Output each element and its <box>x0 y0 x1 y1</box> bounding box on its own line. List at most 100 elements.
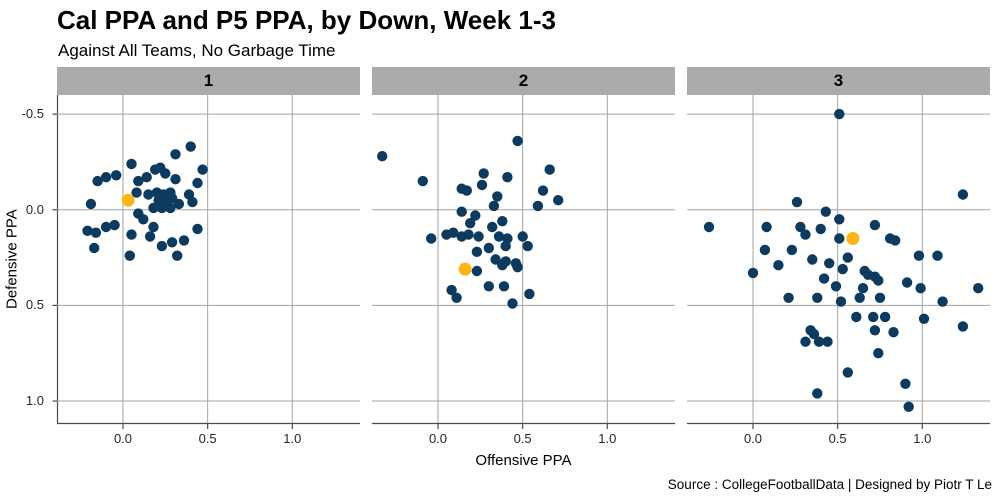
data-point-p5 <box>471 246 483 257</box>
data-point-p5 <box>830 281 842 292</box>
chart-subtitle: Against All Teams, No Garbage Time <box>58 41 336 60</box>
facet-strip-label: 3 <box>833 71 844 90</box>
data-point-p5 <box>138 214 149 225</box>
data-point-p5 <box>901 277 913 288</box>
data-point-p5 <box>141 172 152 183</box>
data-point-p5 <box>461 185 472 196</box>
data-point-p5 <box>834 214 845 225</box>
data-point-p5 <box>879 311 891 323</box>
data-point-p5 <box>903 401 914 412</box>
data-point-p5 <box>512 262 523 273</box>
data-point-p5 <box>197 164 208 175</box>
data-point-p5 <box>842 252 853 263</box>
data-point-p5 <box>156 240 168 252</box>
data-point-p5 <box>524 288 535 300</box>
data-point-p5 <box>165 202 176 214</box>
data-point-p5 <box>553 195 564 206</box>
data-point-p5 <box>808 328 820 340</box>
data-point-p5 <box>417 175 428 187</box>
x-tick-label: 1.0 <box>913 431 932 446</box>
x-tick-label: 0.0 <box>113 431 133 446</box>
y-tick-label: 1.0 <box>25 393 44 409</box>
data-point-p5 <box>82 225 93 236</box>
facet-strip-1: 1 <box>57 67 360 95</box>
data-point-p5 <box>493 231 505 242</box>
data-point-p5 <box>818 273 830 284</box>
data-point-p5 <box>835 296 847 307</box>
x-tick-label: 0.5 <box>198 431 217 446</box>
data-point-p5 <box>703 221 715 233</box>
data-point-p5 <box>92 175 103 187</box>
data-point-p5 <box>173 198 185 210</box>
data-point-p5 <box>747 267 759 279</box>
data-point-p5 <box>488 200 500 212</box>
data-point-p5 <box>913 250 925 261</box>
data-point-p5 <box>807 254 818 265</box>
data-point-p5 <box>497 260 508 271</box>
data-point-p5 <box>426 233 437 244</box>
data-point-p5 <box>815 223 826 235</box>
data-point-p5 <box>761 221 772 233</box>
x-tick-label: 0.0 <box>428 431 448 446</box>
data-point-p5 <box>465 218 476 229</box>
data-point-p5 <box>451 292 462 303</box>
data-point-p5 <box>868 311 879 323</box>
data-point-cal <box>458 262 472 276</box>
data-point-p5 <box>478 168 489 179</box>
data-point-p5 <box>133 175 144 187</box>
data-point-p5 <box>124 250 135 261</box>
data-point-cal <box>121 193 135 207</box>
facet-panel-1 <box>57 95 360 429</box>
data-point-p5 <box>812 388 823 399</box>
data-point-p5 <box>783 292 794 303</box>
data-point-p5 <box>837 263 848 275</box>
data-point-p5 <box>192 223 203 235</box>
data-point-p5 <box>900 378 911 389</box>
y-tick-label: 0.5 <box>25 297 44 313</box>
data-point-p5 <box>192 177 203 189</box>
data-point-p5 <box>842 367 853 378</box>
data-point-p5 <box>160 168 171 179</box>
data-point-p5 <box>126 229 137 240</box>
data-point-p5 <box>487 221 498 233</box>
data-point-p5 <box>873 348 884 359</box>
data-point-p5 <box>834 233 845 244</box>
data-point-p5 <box>470 210 481 221</box>
y-tick-label: 0.0 <box>25 201 44 217</box>
data-point-p5 <box>498 281 510 292</box>
facet-panel-2 <box>372 95 675 429</box>
data-point-p5 <box>143 189 154 200</box>
data-point-p5 <box>932 250 943 261</box>
data-point-p5 <box>834 108 845 120</box>
data-point-p5 <box>973 283 984 294</box>
data-point-p5 <box>512 135 523 147</box>
data-point-p5 <box>773 260 784 271</box>
facet-strip-2: 2 <box>372 67 675 95</box>
data-point-p5 <box>915 283 926 294</box>
data-point-p5 <box>873 275 884 286</box>
data-point-p5 <box>824 258 835 269</box>
data-point-p5 <box>544 164 555 175</box>
data-point-p5 <box>148 202 159 214</box>
data-point-p5 <box>473 231 484 242</box>
data-point-p5 <box>502 172 513 183</box>
facet-strip-label: 1 <box>203 71 214 90</box>
data-point-p5 <box>795 221 806 233</box>
x-tick-label: 1.0 <box>283 431 302 446</box>
data-point-p5 <box>126 158 137 170</box>
data-point-p5 <box>492 191 503 202</box>
data-point-p5 <box>500 240 511 252</box>
data-point-p5 <box>522 240 533 252</box>
data-point-p5 <box>170 174 181 185</box>
data-point-p5 <box>890 235 901 246</box>
x-axis-title: Offensive PPA <box>475 452 572 469</box>
data-point-p5 <box>857 283 869 294</box>
data-point-p5 <box>89 242 100 254</box>
data-point-p5 <box>446 284 457 296</box>
data-point-p5 <box>483 281 494 292</box>
data-point-p5 <box>957 189 969 200</box>
data-point-p5 <box>869 325 881 336</box>
data-point-cal <box>846 232 860 245</box>
